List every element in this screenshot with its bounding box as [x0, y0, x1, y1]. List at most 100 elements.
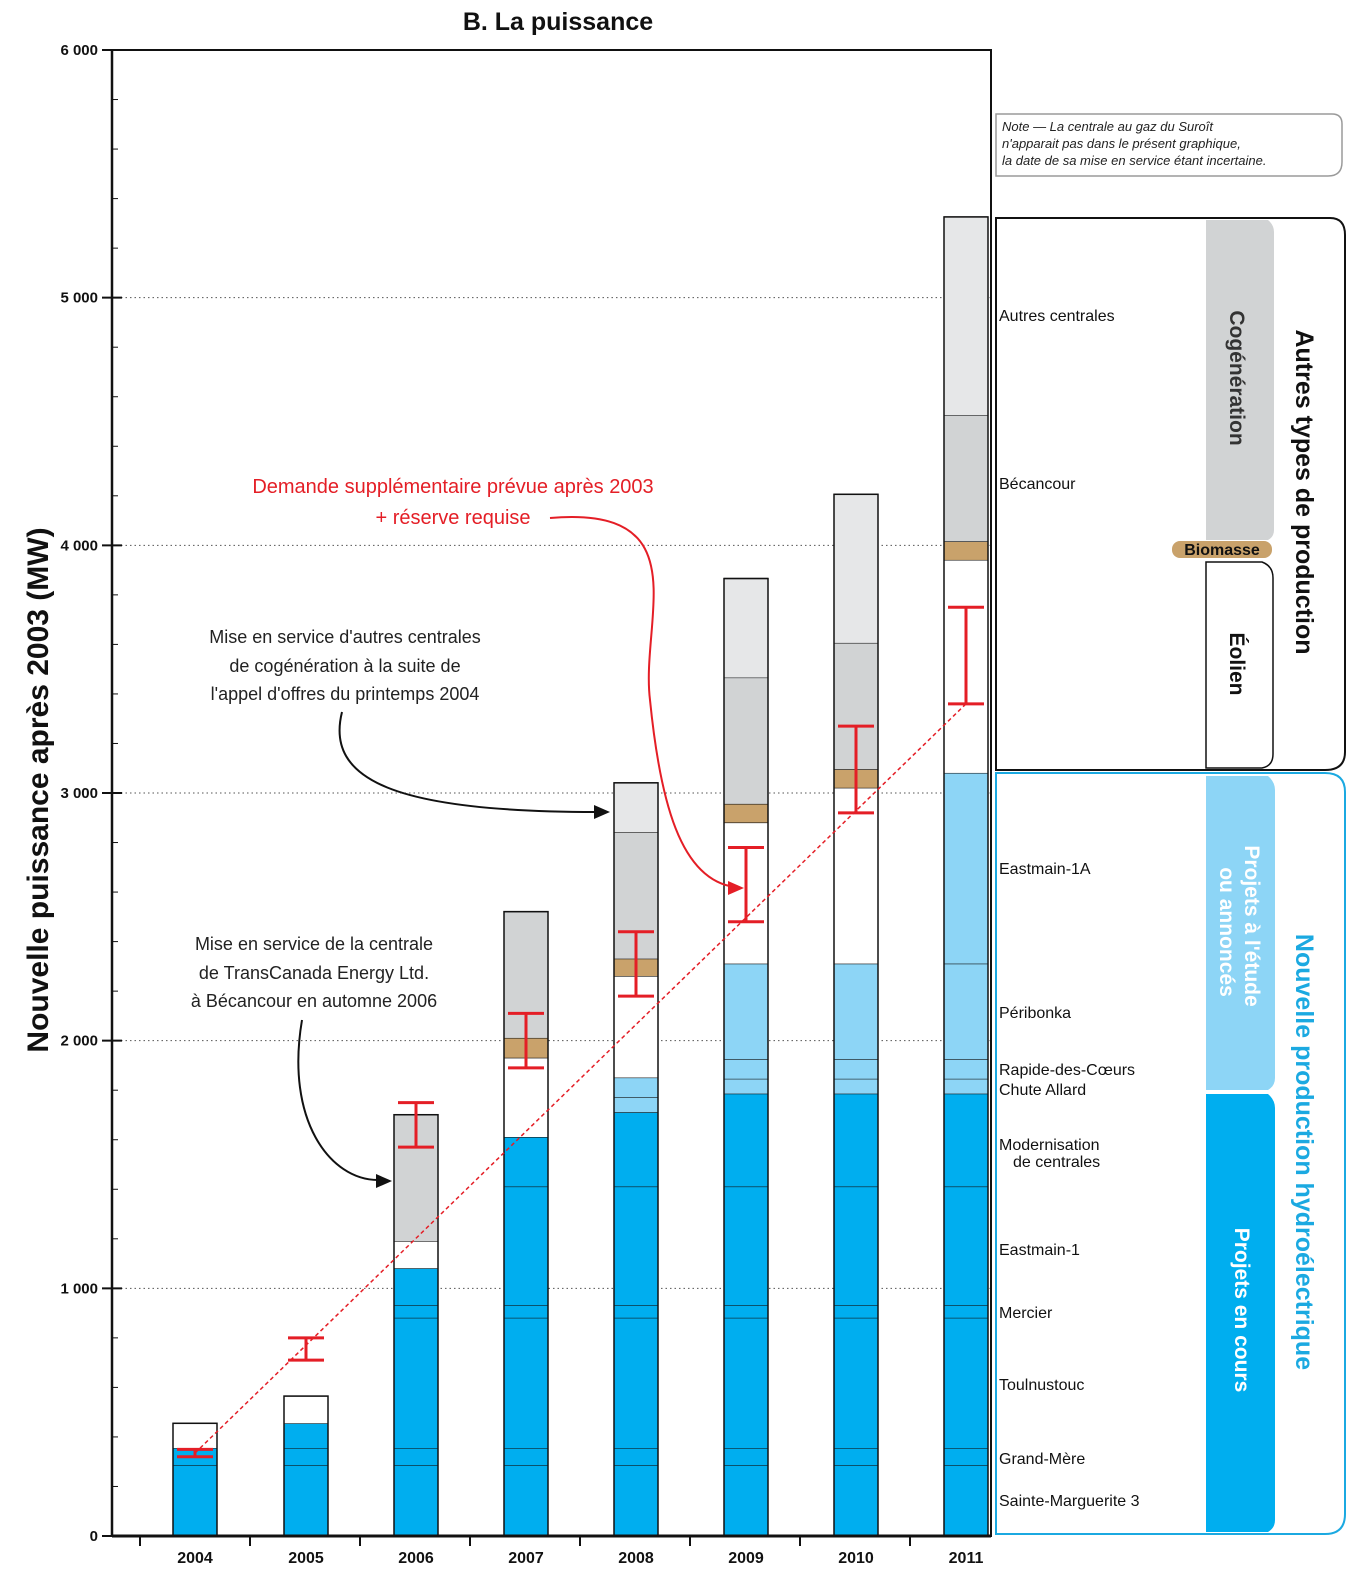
label-toulnustouc: Toulnustouc [999, 1377, 1084, 1394]
bar-segment [724, 1448, 768, 1466]
bar-segment [944, 1186, 988, 1306]
label-eolien: Éolien [1225, 632, 1248, 695]
x-tick-label: 2009 [728, 1550, 764, 1567]
bar-segment [504, 1057, 548, 1138]
annotation-demand-arrowhead [728, 881, 744, 895]
annotation-cogen-line3: l'appel d'offres du printemps 2004 [211, 684, 480, 704]
y-tick-label: 0 [90, 1528, 98, 1545]
bar-segment [724, 803, 768, 823]
label-modernisation: Modernisation [999, 1137, 1100, 1154]
bar-segment [614, 1112, 658, 1187]
category-labels: Autres centrales Bécancour Eastmain-1A P… [999, 308, 1140, 1510]
y-tick-label: 4 000 [60, 537, 98, 554]
bar-segment [834, 494, 878, 643]
bar-segment [284, 1423, 328, 1449]
annotation-becancour-line1: Mise en service de la centrale [195, 934, 433, 954]
bar-segment [834, 1058, 878, 1079]
label-sainte-marguerite-3: Sainte-Marguerite 3 [999, 1493, 1140, 1510]
bar-segment [504, 1305, 548, 1318]
bar-segment [724, 1317, 768, 1449]
bar-segment [724, 1078, 768, 1094]
bar-segment [173, 1423, 217, 1449]
bar-segment [944, 772, 988, 964]
bar-segment [834, 1186, 878, 1306]
y-tick-label: 5 000 [60, 290, 98, 307]
label-mercier: Mercier [999, 1305, 1053, 1322]
bar-segment [614, 1317, 658, 1449]
bar-segment [504, 1137, 548, 1187]
bar-segment [944, 216, 988, 416]
bar-segment [724, 1465, 768, 1536]
bar-segment [394, 1305, 438, 1318]
band-biomasse [1172, 541, 1272, 558]
annotation-demand-line2: + réserve requise [375, 507, 530, 529]
bar-segment [944, 415, 988, 542]
band-projets-cours [1206, 1094, 1275, 1532]
label-projets-cours: Projets en cours [1230, 1228, 1253, 1393]
bar-segment [614, 1448, 658, 1466]
demand-ranges [177, 605, 984, 1459]
x-tick-label: 2011 [949, 1550, 984, 1567]
bar-segment [724, 1305, 768, 1318]
label-rapide-des-coeurs: Rapide-des-Cœurs [999, 1062, 1135, 1079]
label-nouvelle-production: Nouvelle production hydroélectrique [1290, 934, 1318, 1370]
bar-segment [724, 1058, 768, 1079]
label-eastmain-1: Eastmain-1 [999, 1242, 1080, 1259]
bar-segment [614, 1465, 658, 1536]
note-line3: la date de sa mise en service étant ince… [1002, 153, 1266, 168]
note-line1: Note — La centrale au gaz du Suroît [1002, 119, 1214, 134]
bar-segment [944, 1448, 988, 1466]
band-eolien [1205, 561, 1274, 769]
band-projets-etude [1206, 776, 1275, 1090]
annotation-cogen: Mise en service d'autres centrales de co… [209, 627, 610, 819]
annotation-demand-line1: Demande supplémentaire prévue après 2003 [252, 476, 653, 498]
annotation-cogen-line2: de cogénération à la suite de [229, 656, 460, 676]
label-autres-centrales: Autres centrales [999, 308, 1115, 325]
label-cogeneration: Cogénération [1225, 310, 1248, 445]
chart-title: B. La puissance [463, 8, 653, 36]
bar-segment [724, 963, 768, 1059]
x-tick-label: 2005 [288, 1550, 324, 1567]
bar-segment [834, 1078, 878, 1094]
note-box: Note — La centrale au gaz du Suroît n'ap… [995, 113, 1343, 177]
bar-segment [944, 1305, 988, 1318]
label-de-centrales: de centrales [1013, 1154, 1100, 1171]
annotation-demand: Demande supplémentaire prévue après 2003… [252, 476, 744, 895]
bar-segment [944, 963, 988, 1059]
bar-segment [614, 1097, 658, 1113]
note-line2: n'apparait pas dans le présent graphique… [1002, 136, 1241, 151]
bar-segment [724, 1186, 768, 1306]
bar-segment [724, 1093, 768, 1187]
bar-segment [284, 1396, 328, 1424]
bar-segment [504, 1186, 548, 1306]
annotation-cogen-line1: Mise en service d'autres centrales [209, 627, 481, 647]
y-tick-label: 1 000 [60, 1280, 98, 1297]
annotation-becancour-arrowhead [376, 1174, 392, 1188]
bar-segment [394, 1268, 438, 1306]
annotation-becancour-arrow [297, 1019, 379, 1181]
x-tick-label: 2008 [618, 1550, 654, 1567]
annotation-cogen-arrow [338, 711, 597, 813]
axes: 0 1 000 2 000 3 000 4 000 5 000 6 000 2004 2005 2… [60, 42, 991, 1567]
y-tick-label: 3 000 [60, 785, 98, 802]
y-tick-label: 6 000 [60, 42, 98, 59]
bar-segment [944, 1078, 988, 1094]
label-becancour: Bécancour [999, 476, 1076, 493]
bar-segment [834, 1465, 878, 1536]
x-tick-label: 2010 [838, 1550, 874, 1567]
bar-segment [834, 1317, 878, 1449]
label-grand-mere: Grand-Mère [999, 1451, 1085, 1468]
bracket-autres-types [995, 217, 1346, 771]
bar-segment [724, 578, 768, 678]
group-brackets: Cogénération Biomasse Éolien Autres type… [995, 217, 1346, 1535]
bar-segment [394, 1465, 438, 1536]
annotation-becancour-line2: de TransCanada Energy Ltd. [199, 963, 429, 983]
band-cogeneration [1206, 220, 1274, 540]
bar-segment [614, 1186, 658, 1306]
annotation-cogen-arrowhead [594, 805, 610, 819]
bar-segment [614, 782, 658, 833]
y-axis-label: Nouvelle puissance après 2003 (MW) [22, 527, 55, 1052]
bar-segment [834, 1448, 878, 1466]
bar-segment [394, 1448, 438, 1466]
